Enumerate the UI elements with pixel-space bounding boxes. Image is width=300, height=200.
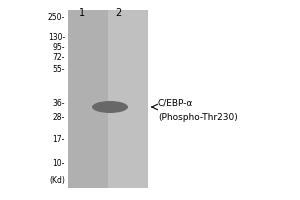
Text: 17-: 17- (52, 136, 65, 144)
Text: (Phospho-Thr230): (Phospho-Thr230) (158, 114, 238, 122)
Text: 72-: 72- (52, 52, 65, 62)
Text: 250-: 250- (48, 12, 65, 21)
Text: 36-: 36- (52, 98, 65, 108)
Text: 2: 2 (115, 8, 121, 18)
Text: C/EBP-α: C/EBP-α (158, 98, 194, 108)
Text: 95-: 95- (52, 43, 65, 51)
Text: 28-: 28- (53, 114, 65, 122)
Text: 1: 1 (79, 8, 85, 18)
Text: 10-: 10- (52, 158, 65, 168)
Text: 55-: 55- (52, 64, 65, 73)
Ellipse shape (92, 101, 128, 113)
Text: 130-: 130- (48, 33, 65, 43)
Bar (108, 10, 148, 188)
Bar (68, 10, 108, 188)
Text: (Kd): (Kd) (49, 176, 65, 184)
